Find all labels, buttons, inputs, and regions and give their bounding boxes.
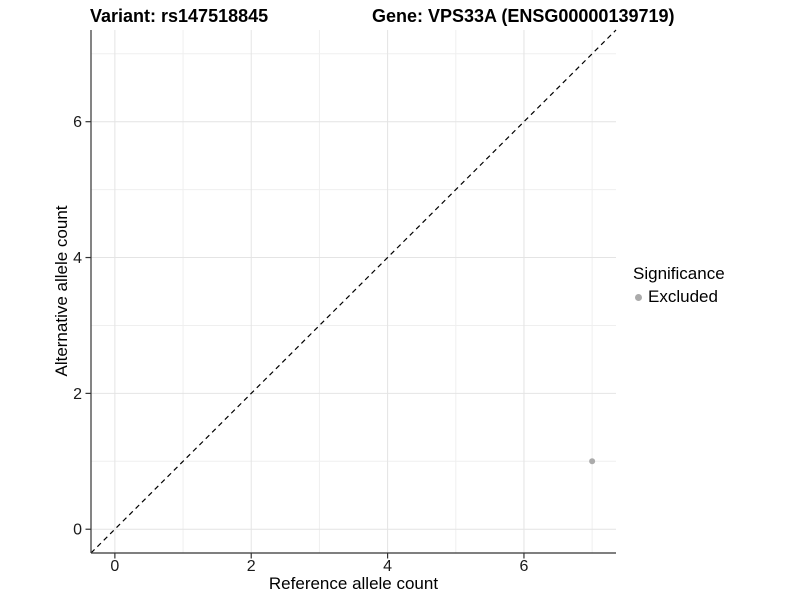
y-tick-label: 4: [73, 250, 82, 267]
identity-line: [90, 29, 617, 554]
legend-title: Significance: [633, 264, 725, 283]
legend-item-excluded: Excluded: [633, 287, 725, 307]
y-axis-title: Alternative allele count: [52, 205, 71, 377]
y-tick-label: 6: [73, 114, 82, 131]
y-tick-label: 2: [73, 386, 82, 403]
x-tick-label: 2: [247, 558, 256, 575]
y-tick-label: 0: [73, 522, 82, 539]
legend-point-icon: [635, 293, 642, 301]
data-point: [589, 458, 596, 465]
legend: Significance Excluded: [633, 263, 725, 307]
x-axis-title: Reference allele count: [268, 574, 439, 593]
x-tick-label: 6: [520, 558, 529, 575]
legend-item-label: Excluded: [648, 287, 718, 306]
plot-title-gene: Gene: VPS33A (ENSG00000139719): [372, 6, 675, 26]
x-tick-label: 4: [383, 558, 392, 575]
x-tick-label: 0: [110, 558, 119, 575]
plot-title-variant: Variant: rs147518845: [90, 6, 269, 26]
